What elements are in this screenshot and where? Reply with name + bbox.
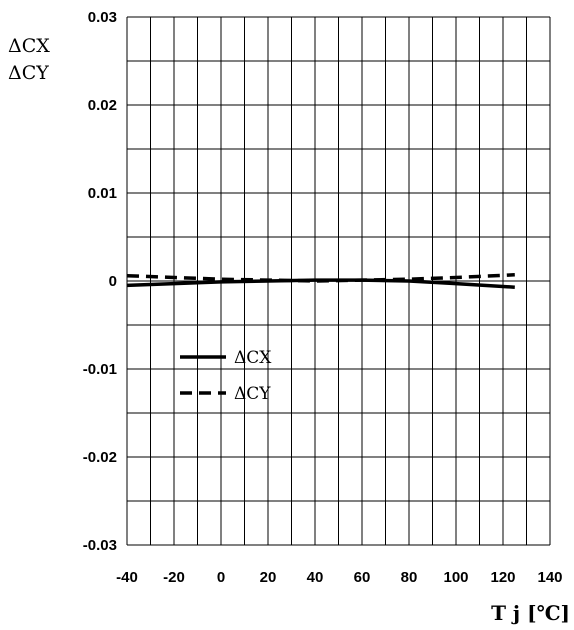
x-tick-label: 60: [354, 569, 371, 586]
x-tick-label: 140: [537, 569, 562, 586]
x-tick-label: 20: [260, 569, 277, 586]
y-tick-label: -0.02: [83, 449, 117, 466]
x-tick-label: 40: [307, 569, 324, 586]
chart-series: [126, 273, 515, 289]
series-line-cx: [126, 278, 515, 289]
x-tick-label: -40: [116, 569, 138, 586]
y-tick-label: 0.01: [88, 185, 117, 202]
x-tick-label: -20: [163, 569, 185, 586]
x-tick-label: 100: [443, 569, 468, 586]
y-tick-label: -0.03: [83, 537, 117, 554]
y-axis-label-cy: ΔCY: [8, 62, 49, 84]
legend-label-cx: ΔCX: [234, 348, 272, 368]
legend: ΔCX ΔCY: [180, 348, 272, 404]
y-tick-label: 0.02: [88, 97, 117, 114]
chart-ticks: 0.03 0.02 0.01 0 -0.01 -0.02 -0.03 -40 -20 0 20 40 6…: [83, 9, 563, 586]
x-tick-label: 0: [217, 569, 225, 586]
x-tick-label: 120: [490, 569, 515, 586]
y-tick-label: 0: [109, 273, 117, 290]
x-axis-label: T j [℃]: [491, 601, 570, 625]
series-line-cy: [126, 273, 515, 283]
y-tick-label: -0.01: [83, 361, 117, 378]
legend-label-cy: ΔCY: [234, 384, 271, 404]
y-axis-label-cx: ΔCX: [8, 35, 50, 57]
y-tick-label: 0.03: [88, 9, 117, 26]
x-tick-label: 80: [401, 569, 418, 586]
